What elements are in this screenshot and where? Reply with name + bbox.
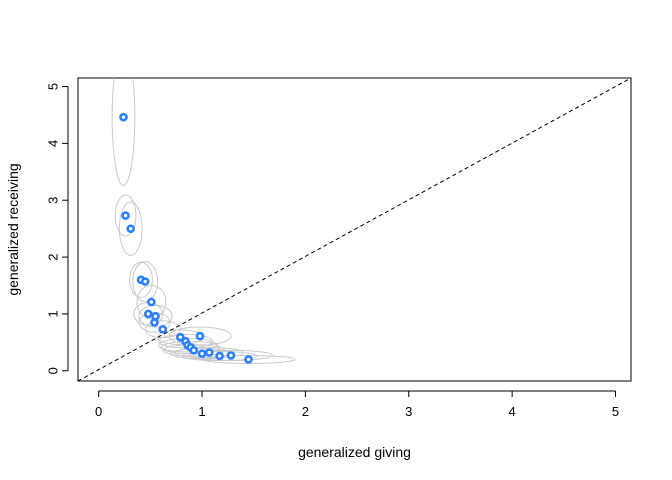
- plot-frame: [77, 77, 632, 382]
- data-point: [126, 224, 136, 233]
- uncertainty-ellipse: [138, 304, 173, 328]
- data-point: [244, 355, 253, 364]
- x-tick-label: 0: [95, 404, 102, 419]
- data-point: [176, 332, 185, 342]
- data-point: [215, 351, 224, 361]
- uncertainty-ellipse: [114, 194, 137, 237]
- data-point: [197, 349, 207, 359]
- uncertainty-ellipse: [132, 261, 159, 302]
- y-tick-label: 3: [45, 197, 60, 204]
- y-tick-label: 5: [45, 83, 60, 90]
- data-point: [189, 346, 199, 355]
- y-tick-label: 1: [45, 310, 60, 317]
- identity-reference-line: [78, 78, 631, 381]
- data-points: [119, 112, 253, 364]
- data-point: [204, 348, 214, 357]
- x-tick-label: 4: [509, 404, 516, 419]
- x-tick-label: 5: [612, 404, 619, 419]
- data-point: [150, 318, 159, 327]
- y-axis: 0 1 2 3 4 5: [45, 83, 69, 374]
- x-axis: 0 1 2 3 4 5: [95, 390, 619, 419]
- data-point: [143, 309, 153, 319]
- data-point: [121, 211, 130, 220]
- y-tick-label: 4: [45, 140, 60, 147]
- reference-line-layer: [78, 78, 631, 381]
- uncertainty-ellipses: [111, 78, 296, 364]
- x-axis-title: generalized giving: [298, 444, 411, 460]
- x-tick-label: 1: [198, 404, 205, 419]
- data-point: [119, 112, 128, 122]
- data-point: [195, 331, 205, 341]
- y-axis-title: generalized receiving: [5, 163, 21, 295]
- data-point: [226, 351, 236, 360]
- uncertainty-ellipse: [136, 284, 167, 319]
- uncertainty-ellipse: [111, 78, 136, 186]
- data-point: [158, 324, 168, 334]
- data-point: [147, 297, 156, 307]
- uncertainty-ellipse: [118, 201, 143, 256]
- y-tick-label: 0: [45, 367, 60, 374]
- x-tick-label: 3: [405, 404, 412, 419]
- data-point: [140, 277, 150, 286]
- x-tick-label: 2: [302, 404, 309, 419]
- y-tick-label: 2: [45, 253, 60, 260]
- uncertainty-ellipse: [189, 349, 273, 362]
